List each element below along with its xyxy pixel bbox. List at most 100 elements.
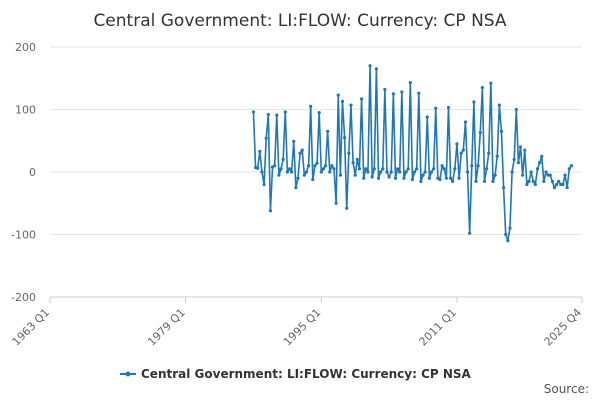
data-point <box>357 167 362 171</box>
data-point <box>472 100 476 104</box>
data-point <box>563 173 567 177</box>
data-point <box>491 179 495 183</box>
data-point <box>372 167 376 171</box>
data-point <box>482 179 487 183</box>
data-point <box>516 161 521 165</box>
data-point <box>376 176 381 180</box>
data-point <box>476 164 480 168</box>
data-point <box>321 167 326 171</box>
data-point <box>355 157 359 162</box>
data-point <box>389 170 393 174</box>
data-point <box>296 176 300 180</box>
data-point <box>427 176 431 180</box>
data-point <box>309 104 313 108</box>
data-point <box>470 164 474 168</box>
data-point <box>425 115 429 119</box>
data-point <box>304 170 309 174</box>
data-point <box>277 173 281 177</box>
data-point <box>313 164 317 168</box>
data-point <box>521 173 525 177</box>
data-point <box>285 170 289 174</box>
data-point <box>544 170 548 174</box>
data-point <box>514 107 518 112</box>
data-point <box>417 91 421 95</box>
data-point <box>550 179 554 183</box>
chart-title: Central Government: LI:FLOW: Currency: C… <box>93 11 506 31</box>
data-point <box>283 110 287 114</box>
y-tick-label: 0 <box>29 166 36 179</box>
data-point <box>444 176 448 180</box>
data-point <box>461 148 465 152</box>
data-point <box>279 167 283 171</box>
data-point <box>256 166 260 170</box>
data-point <box>264 136 268 140</box>
data-point <box>381 167 385 171</box>
data-point <box>554 182 559 187</box>
data-point <box>368 64 372 68</box>
data-point <box>567 167 571 171</box>
x-tick-label: 1963 Q1 <box>10 306 53 349</box>
data-point <box>465 170 470 174</box>
data-point <box>432 167 436 171</box>
data-point <box>499 129 504 133</box>
data-point <box>446 106 451 110</box>
data-point <box>525 182 529 187</box>
data-point <box>457 176 461 180</box>
data-point <box>251 110 256 114</box>
data-point <box>396 167 400 171</box>
data-point <box>442 167 446 171</box>
data-point <box>273 164 277 168</box>
data-point <box>531 179 535 183</box>
data-point <box>281 157 285 162</box>
data-point <box>493 173 497 177</box>
y-axis: 200 100 0 -100 -200 <box>11 41 36 304</box>
data-point <box>415 167 419 171</box>
data-point <box>328 170 332 174</box>
data-point <box>300 148 304 152</box>
data-point <box>557 179 561 183</box>
data-point <box>402 176 406 180</box>
data-point <box>404 170 408 174</box>
data-point <box>523 148 527 152</box>
data-point <box>508 226 512 230</box>
data-point <box>406 167 410 171</box>
data-point <box>336 93 340 97</box>
data-point <box>379 170 383 174</box>
series-layer <box>251 64 574 243</box>
data-point <box>385 170 389 174</box>
data-point <box>495 154 499 158</box>
data-point <box>359 97 364 101</box>
data-point <box>501 186 506 190</box>
legend-marker <box>125 371 131 377</box>
data-point <box>408 81 412 85</box>
x-tick-label: 1979 Q1 <box>145 306 188 349</box>
data-point <box>533 182 537 187</box>
data-point <box>497 103 501 107</box>
data-point <box>434 106 438 110</box>
x-axis: 1963 Q1 1979 Q1 1995 Q1 2011 Q1 2025 Q4 <box>10 296 584 349</box>
legend[interactable]: Central Government: LI:FLOW: Currency: C… <box>120 367 472 381</box>
data-point <box>548 173 552 177</box>
data-point <box>448 176 453 180</box>
data-point <box>298 151 302 155</box>
data-point <box>453 167 457 171</box>
data-point <box>340 99 345 103</box>
data-point <box>292 139 296 143</box>
data-point <box>468 231 472 235</box>
data-point <box>510 170 514 174</box>
data-point <box>364 167 368 171</box>
data-point <box>345 206 349 210</box>
data-point <box>459 151 463 155</box>
data-point <box>410 177 415 182</box>
y-tick-label: -100 <box>11 229 36 242</box>
data-point <box>351 161 355 165</box>
data-point <box>332 167 336 171</box>
source-label: Source: <box>544 382 589 396</box>
data-point <box>489 81 493 85</box>
y-tick-label: 100 <box>15 104 36 117</box>
data-point <box>275 113 279 117</box>
data-point <box>398 170 402 174</box>
data-point <box>311 177 315 182</box>
data-point <box>334 201 338 205</box>
